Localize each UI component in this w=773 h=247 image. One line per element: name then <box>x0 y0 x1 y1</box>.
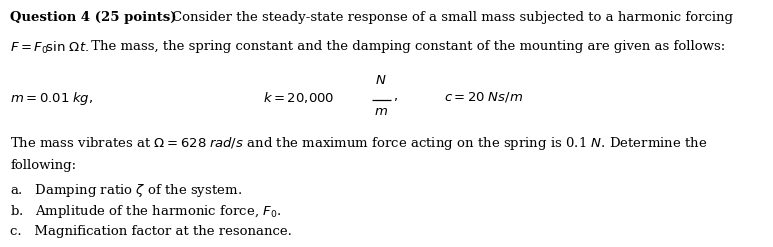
Text: Question 4 (25 points): Question 4 (25 points) <box>10 11 176 24</box>
Text: following:: following: <box>10 159 77 172</box>
Text: $F = F_0\!\sin\,\Omega t.$: $F = F_0\!\sin\,\Omega t.$ <box>10 40 89 56</box>
Text: $k = 20{,}000$: $k = 20{,}000$ <box>263 90 334 105</box>
Text: $,$: $,$ <box>393 90 397 103</box>
Text: d.   Use MATLAB or similar to plot the response $y(t)$ of the system to $F(t)$ a: d. Use MATLAB or similar to plot the res… <box>10 245 730 247</box>
Text: $N$: $N$ <box>376 74 386 87</box>
Text: c.   Magnification factor at the resonance.: c. Magnification factor at the resonance… <box>10 225 292 238</box>
Text: a.   Damping ratio $\zeta$ of the system.: a. Damping ratio $\zeta$ of the system. <box>10 182 242 199</box>
Text: $m$: $m$ <box>374 105 388 118</box>
Text: $c = 20\;Ns/m$: $c = 20\;Ns/m$ <box>444 90 524 104</box>
Text: $m = 0.01\;kg,$: $m = 0.01\;kg,$ <box>10 90 94 107</box>
Text: The mass vibrates at $\Omega = 628\;\mathit{rad/s}$ and the maximum force acting: The mass vibrates at $\Omega = 628\;\mat… <box>10 135 707 152</box>
Text: Consider the steady-state response of a small mass subjected to a harmonic forci: Consider the steady-state response of a … <box>172 11 733 24</box>
Text: The mass, the spring constant and the damping constant of the mounting are given: The mass, the spring constant and the da… <box>87 40 725 53</box>
Text: b.   Amplitude of the harmonic force, $F_0$.: b. Amplitude of the harmonic force, $F_0… <box>10 203 281 220</box>
